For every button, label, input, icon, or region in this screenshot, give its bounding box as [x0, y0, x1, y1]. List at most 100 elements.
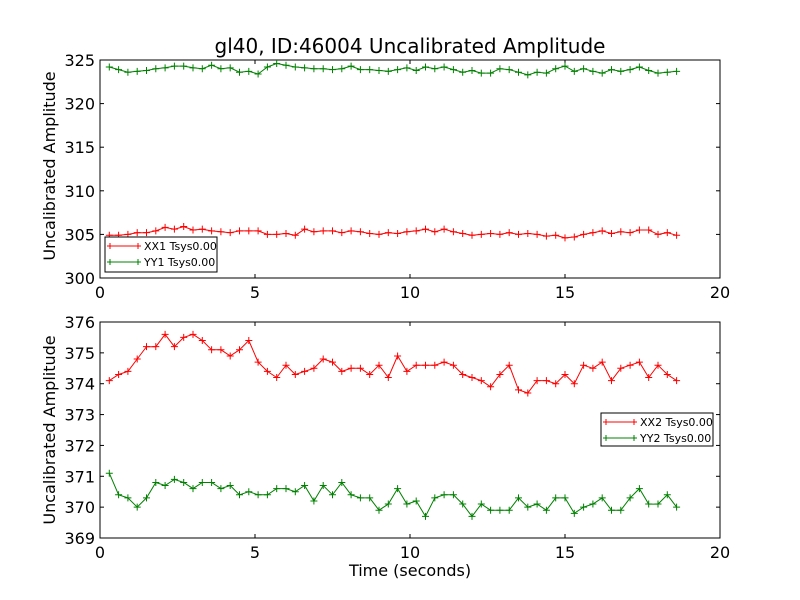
data-point [152, 478, 160, 486]
data-point [459, 370, 467, 378]
data-point [263, 230, 271, 238]
data-point [449, 361, 457, 369]
data-point [635, 226, 643, 234]
data-point [663, 229, 671, 237]
data-point [645, 226, 653, 234]
bottom-chart-ticks: 0 5 10 15 20 369 370 371 372 373 374 375 376 [64, 313, 730, 562]
data-point [384, 500, 392, 508]
data-point [198, 337, 206, 345]
data-point [449, 66, 457, 74]
data-point [598, 358, 606, 366]
data-point [635, 63, 643, 71]
data-point [310, 228, 318, 236]
data-point [542, 506, 550, 514]
data-point [459, 68, 467, 76]
data-point [245, 227, 253, 235]
data-point [161, 64, 169, 72]
data-point [468, 374, 476, 382]
data-point [105, 377, 113, 385]
data-point [180, 478, 188, 486]
data-point [468, 66, 476, 74]
y-tick-label: 370 [64, 498, 95, 517]
data-point [570, 67, 578, 75]
data-point [291, 231, 299, 239]
legend-swatch-marker [603, 435, 609, 441]
data-point [533, 500, 541, 508]
data-point [552, 65, 560, 73]
data-point [589, 67, 597, 75]
series-xx1 [105, 223, 681, 242]
data-point [301, 64, 309, 72]
data-point [598, 227, 606, 235]
data-point [505, 506, 513, 514]
data-point [422, 63, 429, 71]
data-point [403, 228, 411, 236]
y-tick-label: 310 [64, 182, 95, 201]
data-point [161, 330, 169, 338]
data-point [356, 66, 364, 74]
data-point [561, 62, 569, 70]
data-point [189, 485, 197, 493]
data-point [403, 64, 411, 72]
data-point [617, 506, 625, 514]
x-tick-label: 20 [710, 543, 730, 562]
data-point [356, 228, 364, 236]
data-point [580, 230, 588, 238]
top-chart: gl40, ID:46004 Uncalibrated Amplitude Un… [40, 34, 730, 302]
data-point [487, 230, 495, 238]
data-point [356, 364, 364, 372]
data-point [226, 482, 234, 490]
data-point [477, 500, 485, 508]
data-point [273, 485, 281, 493]
data-point [329, 358, 336, 366]
data-point [589, 364, 597, 372]
y-tick-label: 320 [64, 95, 95, 114]
data-point [180, 223, 188, 231]
data-point [338, 367, 346, 375]
y-tick-label: 372 [64, 436, 95, 455]
data-point [524, 230, 532, 238]
data-point [143, 343, 150, 351]
data-point [496, 370, 504, 378]
data-point [487, 383, 495, 391]
data-point [263, 367, 271, 375]
data-point [236, 491, 243, 499]
data-point [217, 346, 225, 354]
data-point [626, 494, 634, 502]
y-tick-label: 300 [64, 269, 95, 288]
legend-swatch-marker [631, 435, 637, 441]
data-point [384, 229, 392, 237]
chart-title: gl40, ID:46004 Uncalibrated Amplitude [215, 34, 606, 58]
data-point [542, 69, 550, 77]
data-point [189, 226, 197, 234]
data-point [645, 66, 653, 74]
legend-swatch-marker [107, 259, 113, 265]
data-point [291, 488, 299, 496]
data-point [552, 380, 560, 388]
x-tick-label: 15 [555, 543, 575, 562]
y-tick-label: 315 [64, 138, 95, 157]
data-point [654, 500, 662, 508]
data-point [440, 491, 448, 499]
legend-swatch-marker [107, 243, 113, 249]
data-point [124, 494, 132, 502]
data-point [505, 229, 513, 237]
data-point [338, 478, 346, 486]
series-yy1 [105, 59, 681, 79]
data-point [198, 225, 206, 233]
data-point [459, 230, 467, 238]
data-point [180, 333, 188, 341]
data-point [143, 229, 150, 237]
data-point [133, 67, 141, 75]
data-point [115, 66, 123, 74]
series-xx2 [105, 330, 681, 397]
data-point [561, 494, 569, 502]
data-point [394, 485, 402, 493]
data-point [431, 361, 439, 369]
data-point [208, 227, 216, 235]
data-point [124, 367, 132, 375]
data-point [635, 485, 643, 493]
data-point [347, 227, 355, 235]
data-point [133, 229, 141, 237]
